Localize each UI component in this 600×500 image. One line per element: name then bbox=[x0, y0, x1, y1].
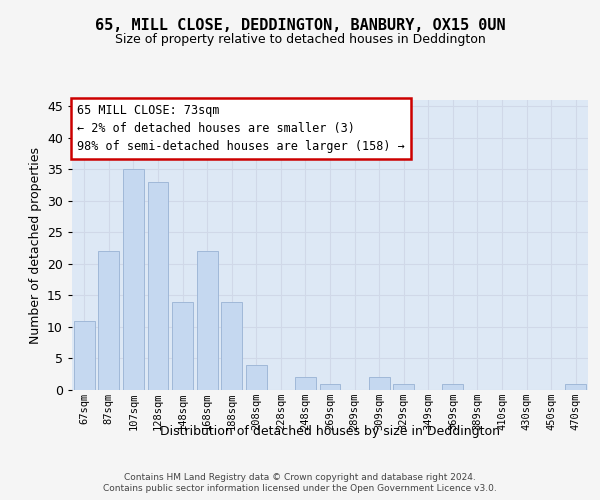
Text: Contains public sector information licensed under the Open Government Licence v3: Contains public sector information licen… bbox=[103, 484, 497, 493]
Bar bbox=[148, 182, 169, 390]
Text: Contains HM Land Registry data © Crown copyright and database right 2024.: Contains HM Land Registry data © Crown c… bbox=[124, 473, 476, 482]
Text: 65 MILL CLOSE: 73sqm
← 2% of detached houses are smaller (3)
98% of semi-detache: 65 MILL CLOSE: 73sqm ← 2% of detached ho… bbox=[77, 104, 405, 154]
Bar bbox=[98, 252, 119, 390]
Text: Distribution of detached houses by size in Deddington: Distribution of detached houses by size … bbox=[160, 425, 500, 438]
Text: 65, MILL CLOSE, DEDDINGTON, BANBURY, OX15 0UN: 65, MILL CLOSE, DEDDINGTON, BANBURY, OX1… bbox=[95, 18, 505, 32]
Bar bbox=[442, 384, 463, 390]
Y-axis label: Number of detached properties: Number of detached properties bbox=[29, 146, 41, 344]
Bar bbox=[197, 252, 218, 390]
Bar bbox=[221, 302, 242, 390]
Bar bbox=[123, 170, 144, 390]
Bar bbox=[172, 302, 193, 390]
Bar bbox=[320, 384, 340, 390]
Bar bbox=[565, 384, 586, 390]
Bar bbox=[393, 384, 414, 390]
Bar bbox=[368, 378, 389, 390]
Bar bbox=[295, 378, 316, 390]
Bar bbox=[246, 365, 267, 390]
Bar bbox=[74, 320, 95, 390]
Text: Size of property relative to detached houses in Deddington: Size of property relative to detached ho… bbox=[115, 32, 485, 46]
